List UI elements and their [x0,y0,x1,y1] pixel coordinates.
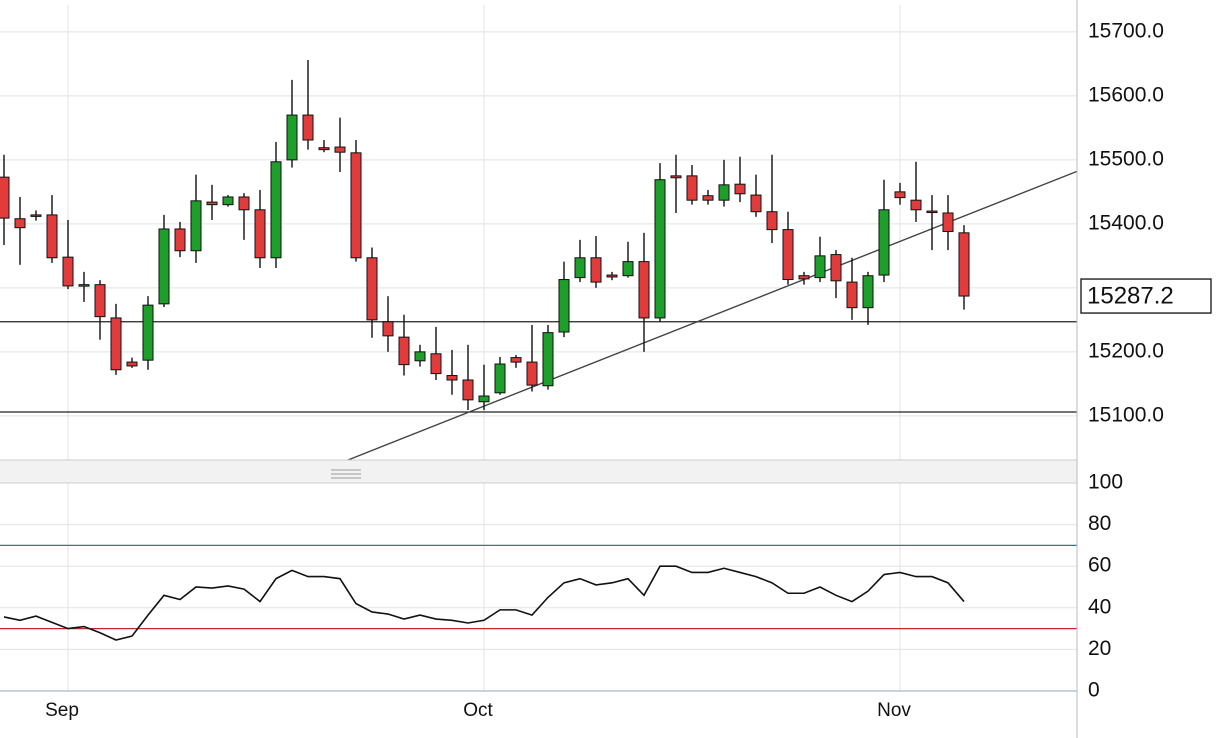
candle-body [638,261,650,319]
y-tick-label: 0 [1088,679,1100,702]
y-tick-label: 15100.0 [1088,403,1164,426]
candle-body [222,196,234,206]
candle-body [830,254,842,282]
candle-body [126,361,138,367]
last-price-box [1080,278,1212,314]
y-tick-label: 15200.0 [1088,339,1164,362]
candle-body [894,191,906,199]
y-tick-label: 20 [1088,637,1111,660]
candle-body [606,274,618,278]
candle-body [590,257,602,283]
candle-body [574,257,586,279]
candle-body [350,152,362,259]
candle-body [462,379,474,401]
y-tick-label: 100 [1088,471,1123,494]
candle-body [750,194,762,213]
candle-body [478,395,490,403]
candle-body [190,200,202,252]
candle-body [494,363,506,394]
candle-body [30,214,42,217]
candle-body [334,146,346,153]
candle-body [238,196,250,211]
candle-body [670,175,682,179]
candle-body [942,212,954,233]
trend-line [347,170,1078,461]
candle-body [798,275,810,280]
candle-body [382,321,394,337]
candle-body [94,284,106,318]
candle-body [46,214,58,259]
y-tick-label: 15600.0 [1088,83,1164,106]
candle-body [622,261,634,277]
candle-body [414,351,426,362]
candle-body [430,353,442,375]
candle-body [302,114,314,141]
candle-body [846,281,858,309]
candle-body [366,257,378,321]
candle-body [0,176,10,219]
candle-body [782,229,794,281]
candle-body [702,195,714,201]
candle-body [814,255,826,279]
candle-body [862,275,874,309]
candle-body [174,228,186,252]
candle-body [878,209,890,276]
candle-body [318,147,330,151]
candle-body [158,228,170,305]
candle-body [62,256,74,287]
pane-divider [0,460,1077,483]
candle-body [206,201,218,206]
candle-body [526,361,538,386]
y-tick-label: 80 [1088,512,1111,535]
x-tick-label: Nov [877,700,911,721]
candle-body [78,284,90,287]
x-tick-label: Oct [463,700,493,721]
y-tick-label: 15500.0 [1088,147,1164,170]
y-tick-label: 15400.0 [1088,211,1164,234]
y-tick-label: 40 [1088,595,1111,618]
candle-body [766,211,778,231]
candle-body [926,210,938,214]
candle-body [686,175,698,201]
candle-body [542,332,554,387]
candle-body [286,114,298,161]
candle-body [446,375,458,381]
candle-body [558,279,570,333]
candle-body [510,357,522,363]
candle-body [14,218,26,229]
last-price-label: 15287.2 [1087,282,1174,309]
candle-body [254,209,266,259]
candle-body [910,199,922,211]
candle-body [734,183,746,195]
rsi-line [3,565,965,641]
candle-body [110,317,122,371]
candle-body [398,336,410,366]
candle-body [958,232,970,297]
y-tick-label: 60 [1088,554,1111,577]
candle-body [270,161,282,259]
x-tick-label: Sep [45,700,79,721]
candle-body [142,304,154,361]
candle-body [718,184,730,201]
candle-body [654,179,666,319]
y-tick-label: 15700.0 [1088,19,1164,42]
